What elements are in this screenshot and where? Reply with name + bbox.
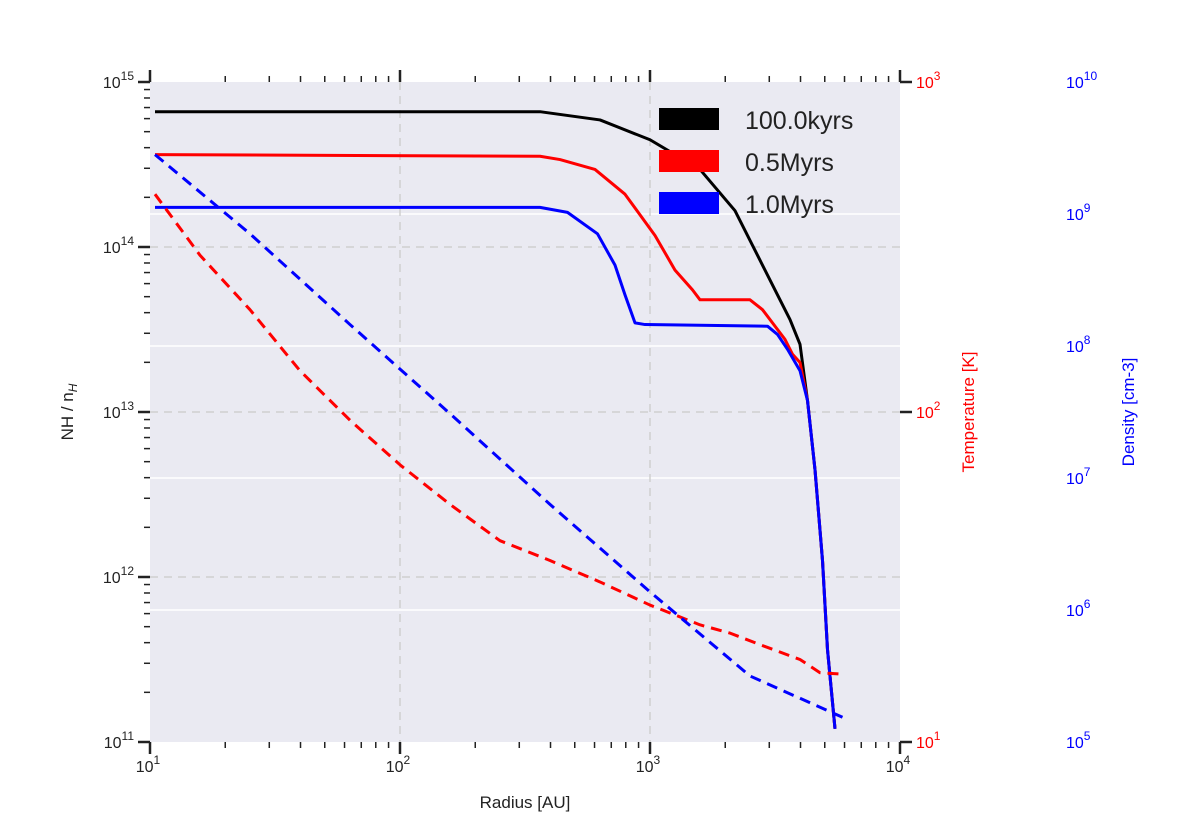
legend: 100.0kyrs 0.5Myrs 1.0Myrs xyxy=(659,107,853,219)
density-tick-label: 105 xyxy=(1066,729,1091,752)
plot-background xyxy=(150,82,900,742)
density-tick-label: 107 xyxy=(1066,465,1091,488)
series-group xyxy=(153,110,846,729)
series-line-1-0myrs xyxy=(155,205,837,729)
legend-swatch xyxy=(659,150,719,172)
legend-swatch xyxy=(659,192,719,214)
temperature-axis-label: Temperature [K] xyxy=(959,352,978,473)
density-tick-label: 106 xyxy=(1066,597,1091,620)
series-line-1-0myrs-dashed xyxy=(154,153,844,719)
temperature-tick-label: 102 xyxy=(916,399,941,422)
legend-label: 1.0Myrs xyxy=(745,191,834,219)
temperature-tick-label: 101 xyxy=(916,729,941,752)
y-tick-label: 1012 xyxy=(103,564,134,587)
density-tick-label: 108 xyxy=(1066,333,1091,356)
x-tick-label: 101 xyxy=(136,753,161,776)
x-tick-label: 102 xyxy=(386,753,411,776)
y-tick-label: 1015 xyxy=(103,69,134,92)
y-axis-label: NH / nH xyxy=(58,383,80,440)
grid xyxy=(150,82,900,742)
density-tick-label: 1010 xyxy=(1066,69,1097,92)
legend-label: 0.5Myrs xyxy=(745,149,834,177)
y-tick-label: 1014 xyxy=(103,234,134,257)
x-tick-label: 103 xyxy=(636,753,661,776)
density-axis-label: Density [cm-3] xyxy=(1119,358,1138,467)
x-axis-label: Radius [AU] xyxy=(480,793,571,812)
x-tick-label: 104 xyxy=(886,753,911,776)
temperature-tick-label: 103 xyxy=(916,69,941,92)
y-tick-label: 1013 xyxy=(103,399,134,422)
density-tick-label: 109 xyxy=(1066,201,1091,224)
axes: 101 102 103 104 1011 1012 1013 1014 1015 101 102 10… xyxy=(103,69,1098,776)
y-tick-label: 1011 xyxy=(104,729,135,752)
legend-swatch xyxy=(659,108,719,130)
legend-label: 100.0kyrs xyxy=(745,107,853,135)
series-line-0-5myrs-dashed xyxy=(153,193,846,676)
